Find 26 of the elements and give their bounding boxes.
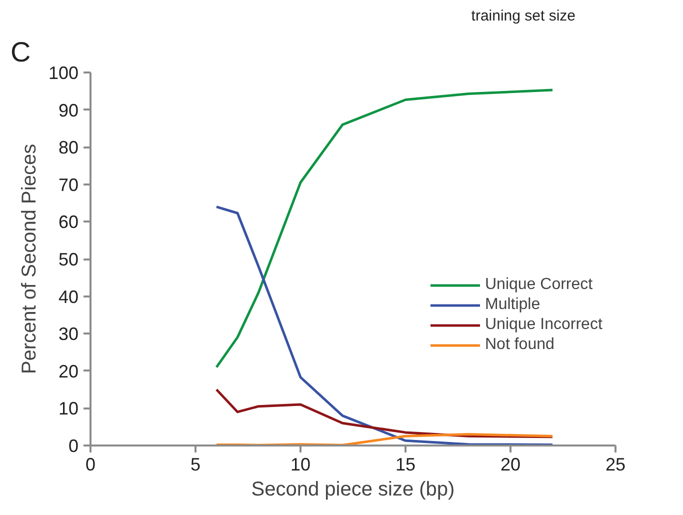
- text: training set size: [471, 8, 576, 24]
- y-tick-label: 50: [58, 250, 79, 270]
- y-tick-label: 40: [58, 286, 79, 307]
- x-tick-label: 15: [395, 454, 416, 474]
- text: C: [10, 36, 31, 68]
- x-axis-title: Second piece size (bp): [251, 478, 455, 500]
- y-tick-label: 10: [58, 398, 79, 419]
- x-tick-label: 0: [85, 454, 96, 474]
- x-tick-label: 25: [605, 454, 626, 474]
- legend-label: Multiple: [485, 296, 540, 314]
- x-tick-label: 5: [190, 454, 201, 474]
- y-tick-label: 60: [58, 212, 79, 232]
- x-tick-label: 10: [290, 454, 311, 474]
- y-tick-label: 70: [58, 174, 79, 195]
- line-series: [215, 433, 554, 446]
- legend-label: Not found: [485, 336, 554, 354]
- y-tick-label: 100: [48, 63, 79, 83]
- legend-label: Unique Correct: [485, 276, 593, 294]
- y-tick-label: 20: [58, 361, 79, 382]
- x-tick-label: 20: [500, 454, 521, 474]
- y-axis-title: Percent of Second Pieces: [18, 144, 40, 374]
- y-tick-label: 80: [58, 138, 79, 158]
- y-tick-label: 0: [68, 436, 79, 456]
- y-tick-label: 30: [58, 324, 79, 344]
- y-tick-label: 90: [58, 100, 79, 120]
- legend-label: Unique Incorrect: [485, 316, 602, 334]
